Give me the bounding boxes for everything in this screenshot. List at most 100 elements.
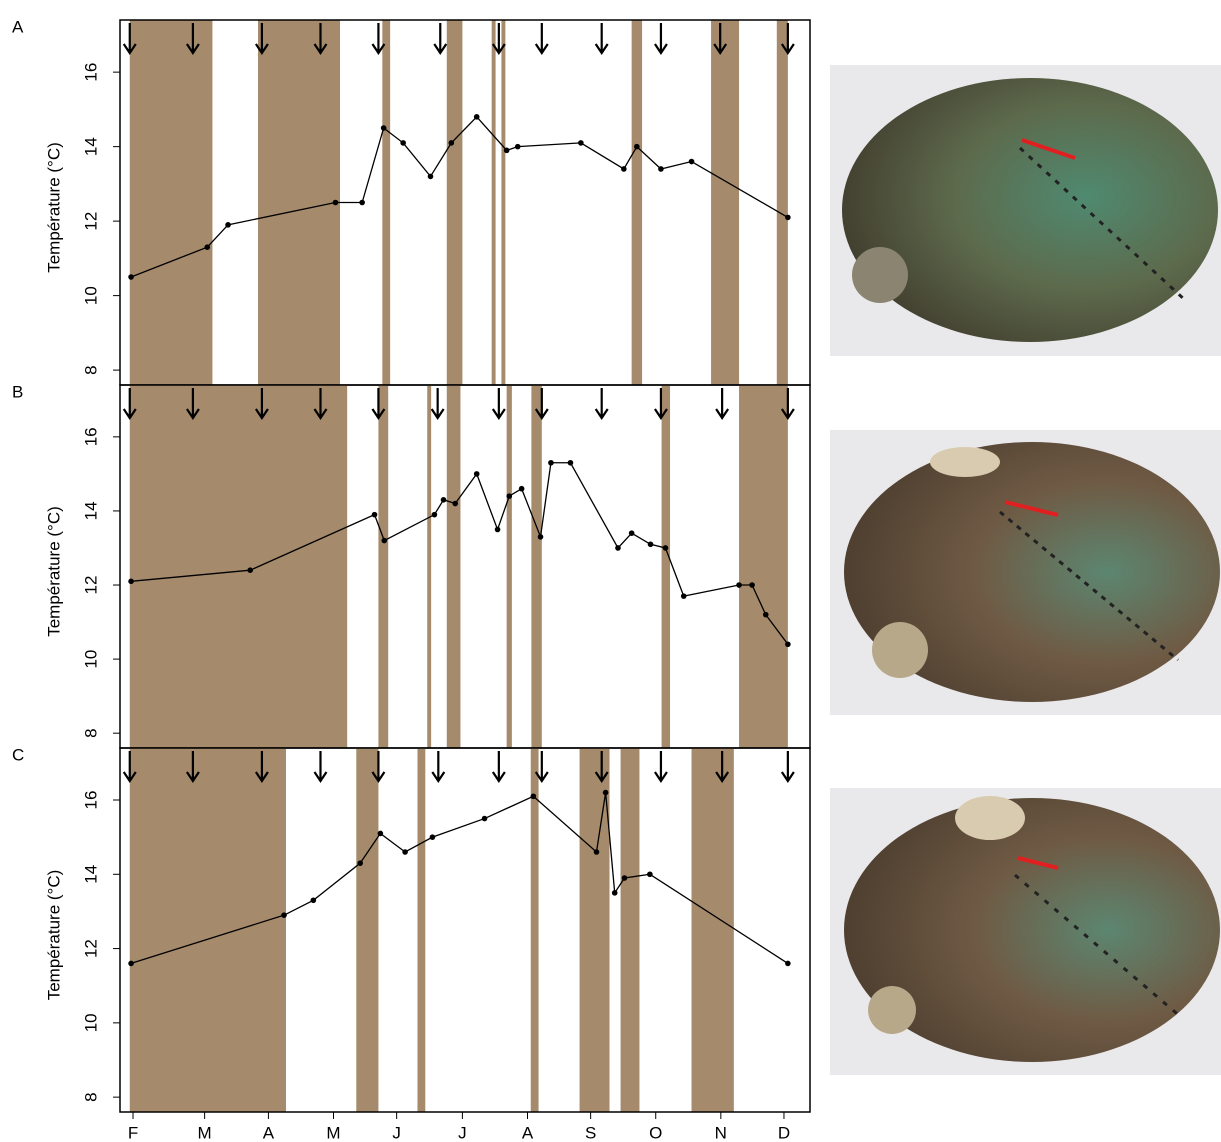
period-band: [446, 20, 463, 385]
data-point: [548, 459, 554, 466]
sampling-arrow: [122, 751, 137, 783]
data-point: [225, 222, 231, 228]
y-axis-label: Température (°C): [44, 506, 63, 637]
sampling-arrow: [371, 388, 386, 420]
y-tick-label: 12: [81, 576, 100, 595]
panel: 8 10 12 14 16 Température (°C) A: [12, 17, 811, 386]
y-tick-label: 8: [81, 728, 100, 737]
panel: 8 10 12 14 16 Température (°C) C F M A M J J A S O N D: [12, 745, 811, 1142]
period-band: [631, 20, 643, 385]
sampling-arrow: [185, 388, 200, 420]
sampling-arrow: [254, 751, 269, 783]
sampling-arrow: [654, 388, 668, 420]
data-point: [628, 530, 635, 536]
sampling-arrow: [491, 388, 506, 420]
data-point: [736, 582, 742, 588]
data-point: [494, 526, 501, 533]
sampling-arrow: [780, 751, 795, 783]
sampling-arrow: [313, 388, 328, 420]
period-band: [620, 748, 640, 1112]
sampling-arrow: [715, 388, 730, 420]
data-point: [473, 471, 480, 477]
data-point: [440, 497, 447, 503]
data-point: [473, 114, 480, 120]
data-point: [602, 789, 609, 796]
data-point: [427, 173, 434, 180]
y-tick-label: 16: [81, 791, 100, 810]
panel: 8 10 12 14 16 Température (°C) B: [12, 382, 811, 749]
sampling-arrow: [313, 23, 328, 55]
data-point: [204, 244, 211, 250]
photo-c: [830, 788, 1221, 1075]
sampling-arrow: [430, 388, 445, 420]
data-point: [567, 459, 574, 466]
data-point: [452, 500, 459, 507]
data-point: [621, 875, 628, 881]
period-band: [691, 748, 734, 1112]
data-point: [762, 611, 769, 618]
data-point: [448, 140, 455, 146]
plot-frame: [119, 747, 811, 1113]
period-band: [129, 20, 213, 385]
y-tick-label: 10: [81, 1013, 100, 1032]
data-point: [128, 578, 134, 585]
sampling-arrow: [313, 751, 328, 783]
data-point: [647, 541, 654, 548]
sampling-arrow: [185, 23, 200, 55]
data-point: [611, 890, 618, 896]
data-point: [481, 815, 488, 822]
sampling-arrow: [491, 23, 506, 55]
period-band: [382, 20, 391, 385]
data-point: [518, 485, 525, 492]
sampling-arrow: [780, 388, 795, 420]
x-tick-label: F: [128, 1123, 138, 1142]
y-tick-label: 8: [81, 365, 100, 374]
data-point: [310, 897, 317, 904]
sampling-arrow: [534, 23, 549, 55]
y-tick-label: 10: [81, 650, 100, 669]
sampling-arrow: [654, 23, 668, 55]
y-tick-label: 14: [81, 501, 100, 520]
panel-label: B: [12, 382, 23, 401]
data-point: [615, 545, 621, 551]
period-band: [579, 748, 610, 1112]
period-band: [356, 748, 379, 1112]
period-band: [711, 20, 740, 385]
data-point: [400, 140, 406, 146]
data-point: [785, 214, 791, 221]
data-point: [503, 147, 510, 154]
period-band: [378, 385, 389, 748]
data-point: [593, 849, 600, 855]
data-point: [402, 849, 408, 855]
sampling-arrow: [534, 388, 549, 420]
x-tick-label: M: [198, 1123, 212, 1142]
data-point: [357, 860, 363, 866]
y-tick-label: 14: [81, 865, 100, 884]
period-band: [506, 385, 512, 748]
period-band: [531, 385, 542, 748]
sampling-arrow: [371, 23, 386, 55]
y-tick-label: 10: [81, 286, 100, 305]
y-tick-label: 16: [81, 63, 100, 82]
period-band: [661, 385, 671, 748]
sampling-arrow: [254, 23, 269, 55]
period-band: [491, 20, 496, 385]
sampling-arrow: [594, 751, 609, 783]
data-point: [247, 567, 253, 574]
data-point: [128, 274, 134, 280]
sampling-arrow: [122, 388, 137, 420]
period-band: [129, 748, 286, 1112]
x-tick-label: N: [715, 1123, 727, 1142]
data-point: [688, 158, 695, 165]
temperature-line: [130, 115, 789, 278]
period-band: [427, 385, 432, 748]
data-point: [578, 140, 584, 146]
sampling-arrow: [491, 751, 506, 783]
period-band: [258, 20, 341, 385]
y-tick-label: 12: [81, 212, 100, 231]
sampling-arrow: [780, 23, 795, 55]
sampling-arrow: [122, 23, 137, 55]
data-point: [377, 830, 384, 837]
sampling-arrow: [594, 388, 609, 420]
